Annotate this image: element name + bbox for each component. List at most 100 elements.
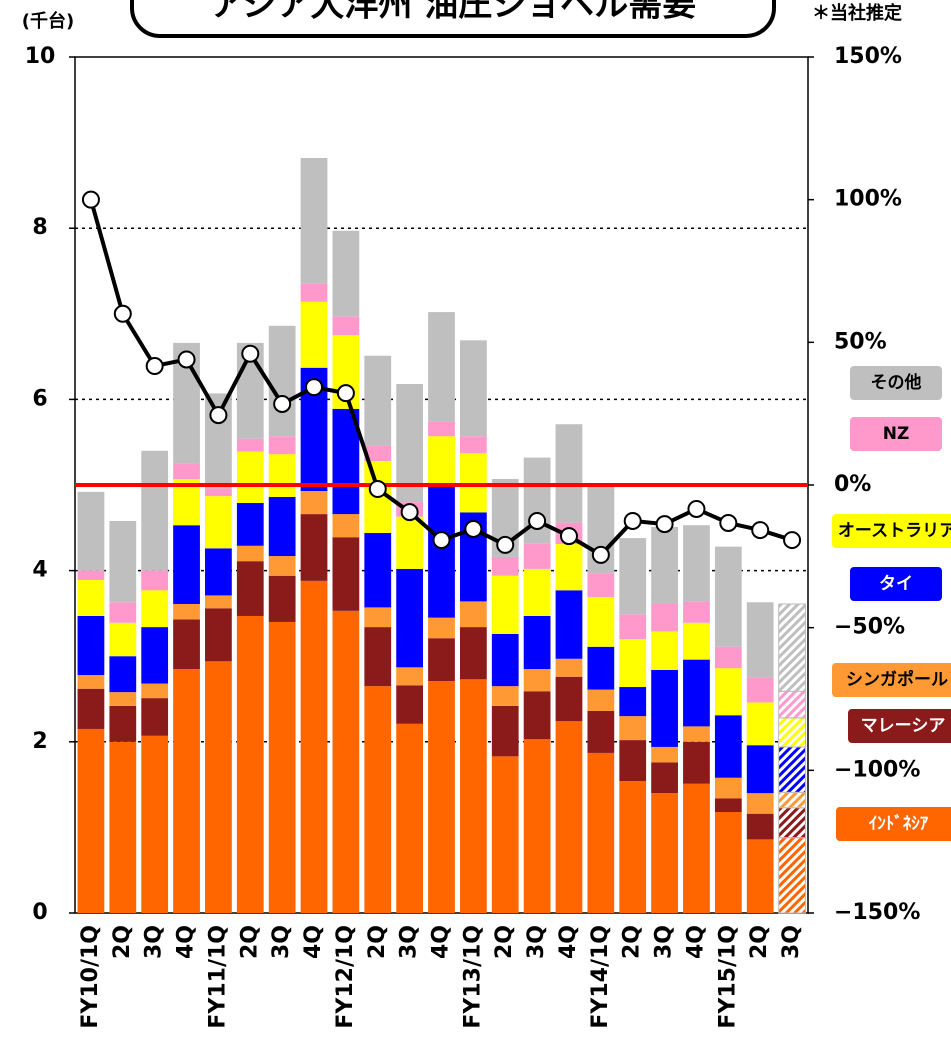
bar-segment — [205, 496, 232, 549]
bar-segment — [459, 340, 487, 437]
x-tick-label: FY10/1Q — [78, 925, 103, 1029]
bar-segment — [491, 633, 519, 687]
bar-segment — [587, 710, 615, 753]
line-point — [591, 545, 610, 564]
bar-segment — [396, 516, 424, 569]
bar-segment — [523, 691, 551, 740]
legend-swatch — [836, 807, 951, 841]
line-point — [273, 394, 292, 413]
bar-segment — [109, 656, 137, 693]
bar-segment — [268, 325, 296, 437]
bar-segment — [778, 837, 806, 914]
bar-segment — [523, 543, 551, 569]
line-point — [623, 511, 642, 530]
x-tick-label: 4Q — [429, 925, 454, 959]
bar-segment — [77, 615, 105, 676]
bar-segment — [459, 601, 487, 628]
bar-segment — [587, 597, 615, 647]
bar-segment — [300, 301, 328, 368]
bar-segment — [141, 735, 169, 913]
bar-segment — [778, 690, 806, 719]
x-tick-label: FY13/1Q — [460, 925, 485, 1029]
bar-segment — [651, 793, 678, 913]
line-point — [177, 350, 196, 369]
bar-segment — [523, 615, 551, 670]
bar-segment — [364, 627, 392, 687]
line-point — [81, 190, 100, 209]
bar-segment — [587, 689, 615, 711]
x-tick-label: 4Q — [683, 925, 708, 959]
bar-segment — [141, 627, 169, 684]
bar-segment — [491, 756, 519, 913]
bar-segment — [396, 568, 424, 668]
y2-tick-label: 100% — [834, 187, 902, 212]
bar-segment — [396, 667, 424, 686]
bar-segment — [332, 537, 360, 611]
bar-segment — [141, 698, 169, 736]
bar-segment — [587, 573, 615, 598]
bar-segment — [746, 793, 774, 814]
bar-segment — [428, 617, 455, 639]
x-tick-label: FY11/1Q — [205, 925, 230, 1029]
bar-segment — [619, 687, 647, 717]
x-tick-label: 3Q — [142, 925, 167, 959]
bar-segment — [555, 676, 583, 722]
bar-segment — [332, 316, 360, 336]
bar-segment — [459, 436, 487, 454]
bar-segment — [459, 627, 487, 680]
x-tick-label: 3Q — [652, 925, 677, 959]
bar-segment — [746, 602, 774, 678]
bar-segment — [523, 739, 551, 913]
bar-segment — [651, 526, 678, 604]
bar-segment — [683, 783, 710, 913]
y2-tick-label: 0% — [834, 472, 871, 497]
chart-title: アジア大洋州 油圧ショベル需要 — [210, 0, 696, 25]
legend-label: ｲﾝﾄﾞﾈｼｱ — [869, 813, 929, 834]
bar-segment — [683, 601, 710, 623]
bar-segment — [205, 488, 232, 497]
bar-segment — [491, 705, 519, 757]
bar-segment — [364, 355, 392, 446]
bar-segment — [778, 603, 806, 692]
legend-label: マレーシア — [861, 716, 946, 736]
bar-segment — [619, 639, 647, 688]
x-tick-label: 2Q — [110, 925, 135, 959]
bar-segment — [746, 677, 774, 703]
bar-segment — [109, 602, 137, 623]
bar-segment — [173, 463, 200, 480]
bar-segment — [714, 811, 742, 913]
bar-segment — [428, 638, 455, 682]
line-point — [464, 519, 483, 538]
bar-segment — [236, 615, 264, 913]
bar-segment — [332, 230, 360, 317]
bar-segment — [173, 669, 200, 913]
legend-label: NZ — [883, 424, 910, 444]
bar-segment — [651, 746, 678, 763]
line-point — [400, 503, 419, 522]
bar-segment — [236, 502, 264, 546]
y2-tick-label: 50% — [834, 329, 887, 354]
bar-segment — [428, 681, 455, 913]
bar-segment — [77, 675, 105, 689]
bar-segment — [555, 590, 583, 659]
bar-segment — [236, 451, 264, 503]
bar-segment — [587, 646, 615, 690]
y-tick-label: 6 — [32, 386, 47, 411]
bar-segment — [236, 561, 264, 616]
bar-segment — [683, 741, 710, 784]
bar-segment — [332, 514, 360, 538]
legend-swatch — [850, 417, 942, 451]
bar-segment — [714, 546, 742, 647]
x-tick-label: 3Q — [269, 925, 294, 959]
bar-segment — [778, 717, 806, 748]
bar-segment — [109, 705, 137, 742]
bar-segment — [141, 570, 169, 591]
bar-segment — [714, 646, 742, 669]
bar-segment — [364, 532, 392, 608]
bar-segment — [268, 556, 296, 576]
bar-segment — [746, 839, 774, 913]
x-tick-label: 2Q — [237, 925, 262, 959]
bar-segment — [109, 741, 137, 913]
line-point — [687, 499, 706, 518]
line-point — [559, 527, 578, 546]
